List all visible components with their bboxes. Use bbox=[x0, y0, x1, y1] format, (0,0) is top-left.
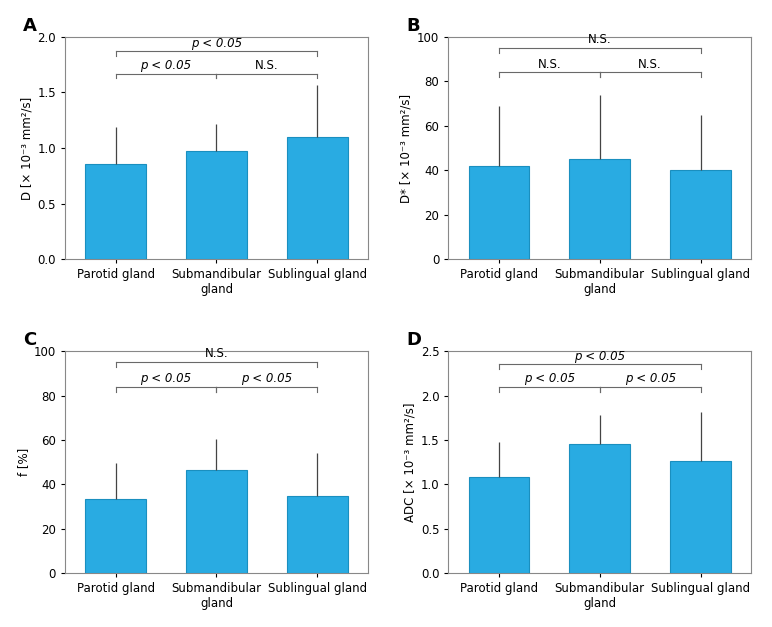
Text: N.S.: N.S. bbox=[638, 58, 662, 71]
Y-axis label: D* [× 10⁻³ mm²/s]: D* [× 10⁻³ mm²/s] bbox=[400, 93, 413, 203]
Bar bbox=[287, 495, 347, 573]
Text: p < 0.05: p < 0.05 bbox=[523, 372, 575, 385]
Text: N.S.: N.S. bbox=[205, 347, 229, 361]
Text: D: D bbox=[406, 331, 421, 349]
Text: A: A bbox=[22, 17, 36, 34]
Bar bbox=[186, 470, 247, 573]
Text: N.S.: N.S. bbox=[588, 33, 611, 46]
Y-axis label: ADC [× 10⁻³ mm²/s]: ADC [× 10⁻³ mm²/s] bbox=[404, 403, 417, 522]
Bar bbox=[570, 159, 630, 259]
Text: p < 0.05: p < 0.05 bbox=[191, 36, 242, 50]
Text: N.S.: N.S. bbox=[537, 58, 561, 71]
Text: N.S.: N.S. bbox=[255, 59, 279, 71]
Text: p < 0.05: p < 0.05 bbox=[625, 372, 676, 385]
Text: p < 0.05: p < 0.05 bbox=[574, 350, 625, 362]
Bar bbox=[469, 166, 529, 259]
Bar bbox=[85, 164, 146, 259]
Y-axis label: D [× 10⁻³ mm²/s]: D [× 10⁻³ mm²/s] bbox=[20, 97, 33, 199]
Bar bbox=[85, 499, 146, 573]
Text: p < 0.05: p < 0.05 bbox=[141, 372, 191, 385]
Text: p < 0.05: p < 0.05 bbox=[242, 372, 293, 385]
Text: p < 0.05: p < 0.05 bbox=[141, 59, 191, 71]
Bar bbox=[186, 151, 247, 259]
Text: C: C bbox=[22, 331, 36, 349]
Bar bbox=[287, 137, 347, 259]
Bar bbox=[570, 445, 630, 573]
Y-axis label: f [%]: f [%] bbox=[17, 448, 29, 477]
Text: B: B bbox=[406, 17, 419, 34]
Bar bbox=[670, 461, 731, 573]
Bar bbox=[670, 170, 731, 259]
Bar bbox=[469, 477, 529, 573]
